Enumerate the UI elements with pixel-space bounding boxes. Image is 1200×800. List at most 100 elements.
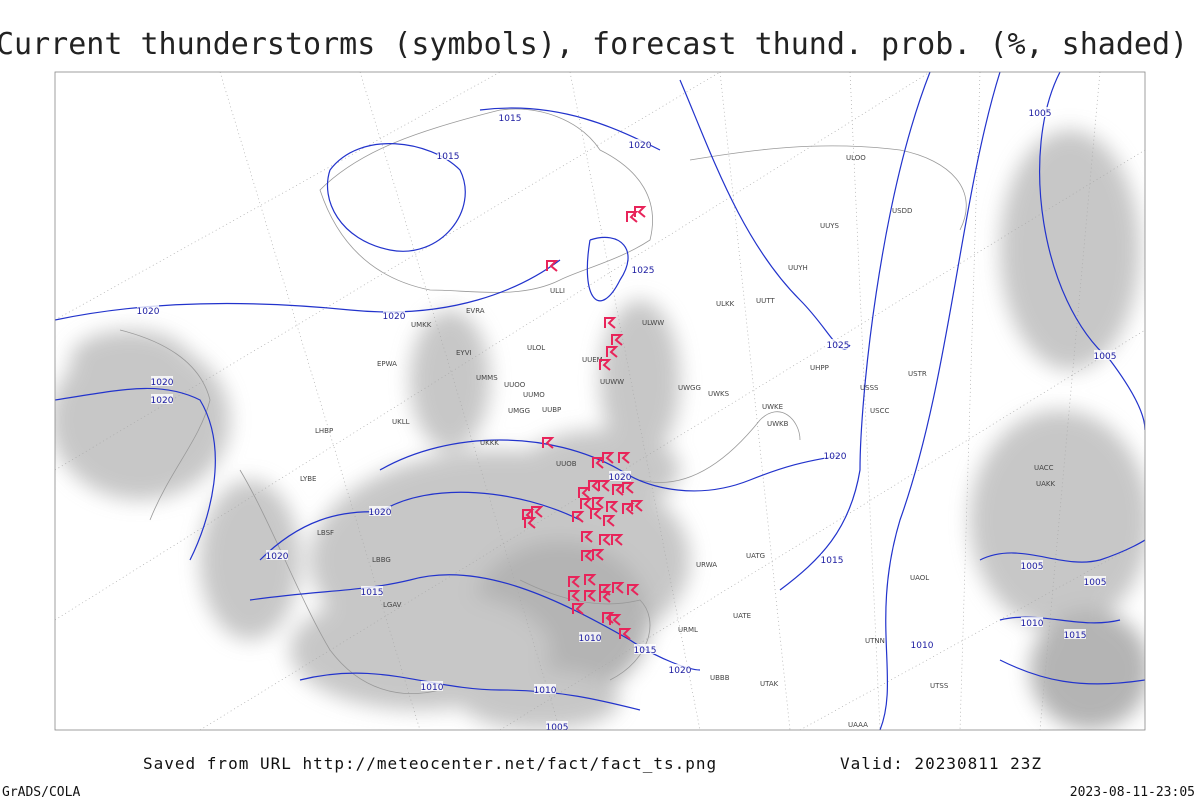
- thunderstorm-symbol: [572, 603, 585, 615]
- station-code: URWA: [696, 561, 717, 569]
- station-code: UWKB: [767, 420, 789, 428]
- isobar-label-bg: [361, 586, 383, 596]
- isobar-label-bg: [1094, 350, 1116, 360]
- isobar-label: 1010: [911, 641, 934, 651]
- station-code: ULWW: [642, 319, 664, 327]
- station-code: LHBP: [315, 427, 333, 435]
- station-code: UUYH: [788, 264, 808, 272]
- isobar-label: 1015: [361, 588, 384, 598]
- isobar-label: 1005: [1084, 578, 1107, 588]
- isobar-label: 1010: [1021, 619, 1044, 629]
- station-code: UWGG: [678, 384, 701, 392]
- timestamp: 2023-08-11-23:05: [1070, 785, 1195, 800]
- isobar-label-bg: [266, 550, 288, 560]
- isobar-label: 1010: [421, 683, 444, 693]
- thunderstorm-symbol: [580, 498, 593, 510]
- isobar-label: 1015: [634, 646, 657, 656]
- isobar-label-bg: [579, 632, 601, 642]
- isobar-label-bg: [534, 684, 556, 694]
- station-code: ULOO: [846, 154, 866, 162]
- thunderstorm-symbol: [618, 452, 631, 464]
- station-code: UHPP: [810, 364, 829, 372]
- isobar-label: 1015: [1064, 631, 1087, 641]
- thunderstorm-symbol: [581, 550, 594, 562]
- isobar-label: 1020: [609, 473, 632, 483]
- isobar-label: 1015: [499, 114, 522, 124]
- grid-lines: [55, 72, 1145, 730]
- isobar-label: 1015: [821, 556, 844, 566]
- isobar-label-bg: [137, 305, 159, 315]
- source-url: Saved from URL http://meteocenter.net/fa…: [143, 754, 717, 773]
- thunderstorm-symbol: [568, 590, 581, 602]
- station-code: UUOB: [556, 460, 577, 468]
- isobar-label-bg: [634, 644, 656, 654]
- station-code: URML: [678, 626, 698, 634]
- title: Current thunderstorms (symbols), forecas…: [0, 27, 1188, 62]
- station-code: UAAA: [848, 721, 868, 729]
- thunderstorm-symbol: [606, 501, 619, 513]
- isobar-label: 1020: [137, 307, 160, 317]
- isobar-label: 1015: [437, 152, 460, 162]
- station-code: UUOO: [504, 381, 526, 389]
- station-code: UKLL: [392, 418, 410, 426]
- isobar-label: 1005: [546, 723, 569, 733]
- isobar-label-bg: [1064, 629, 1086, 639]
- isobar-label-bg: [151, 394, 173, 404]
- station-code: UUTT: [756, 297, 775, 305]
- isobar-label-bg: [911, 639, 933, 649]
- coastlines: [119, 108, 967, 694]
- station-code: UBBB: [710, 674, 730, 682]
- station-code: EVRA: [466, 307, 485, 315]
- isobar-label: 1020: [383, 312, 406, 322]
- thunderstorm-symbol: [592, 549, 605, 561]
- station-code: UUBP: [542, 406, 561, 414]
- station-code: UAOL: [910, 574, 929, 582]
- map: ULOO UUYS USDD UUYH ULKK UUTT ULWW UHPP ULOL UUEM…: [55, 72, 1145, 733]
- thunderstorm-symbol: [598, 480, 611, 492]
- station-code: UKKK: [480, 439, 499, 447]
- thunderstorm-symbol: [584, 574, 597, 586]
- isobar-label: 1010: [534, 686, 557, 696]
- station-code: UUEM: [582, 356, 603, 364]
- thunderstorm-symbol: [581, 531, 594, 543]
- station-code: UTNN: [865, 637, 885, 645]
- station-code: UMKK: [411, 321, 432, 329]
- station-code: ULKK: [716, 300, 735, 308]
- isobar-label: 1020: [824, 452, 847, 462]
- isobar-labels: 1015 1015 1020 1025 1020 1020 1025 1020 1020 1005…: [137, 107, 1117, 733]
- thunderstorm-symbol: [572, 511, 585, 523]
- station-code: UMGG: [508, 407, 530, 415]
- thunderstorm-symbol: [606, 346, 619, 358]
- thunderstorm-symbol: [599, 591, 612, 603]
- software: GrADS/COLA: [2, 785, 80, 800]
- isobar-label-bg: [499, 112, 521, 122]
- station-code: ULOL: [527, 344, 545, 352]
- isobar-label-bg: [151, 376, 173, 386]
- station-code: EYVI: [456, 349, 472, 357]
- isobar-label-bg: [821, 554, 843, 564]
- station-code: UAKK: [1036, 480, 1056, 488]
- station-code: LYBE: [300, 475, 316, 483]
- station-code: USCC: [870, 407, 889, 415]
- thunderstorm-symbol: [627, 584, 640, 596]
- station-code: UTAK: [760, 680, 779, 688]
- thunderstorm-symbol: [599, 534, 612, 546]
- isobar-label: 1010: [579, 634, 602, 644]
- thunderstorm-symbol: [611, 334, 624, 346]
- station-code: UATE: [733, 612, 751, 620]
- isobar-label-bg: [827, 339, 849, 349]
- isobar-label: 1005: [1094, 352, 1117, 362]
- station-code: UWKS: [708, 390, 730, 398]
- isobar-label-bg: [609, 471, 631, 481]
- station-code: UTSS: [930, 682, 949, 690]
- station-code: ULLI: [550, 287, 565, 295]
- station-code: UUWW: [600, 378, 624, 386]
- thunderstorm-symbol: [622, 482, 635, 494]
- thunderstorm-symbol: [531, 506, 544, 518]
- isobars: [55, 72, 1145, 730]
- station-code: UWKE: [762, 403, 783, 411]
- valid-time: Valid: 20230811 23Z: [840, 754, 1042, 773]
- thunderstorm-symbol: [542, 437, 555, 449]
- station-code: UUYS: [820, 222, 840, 230]
